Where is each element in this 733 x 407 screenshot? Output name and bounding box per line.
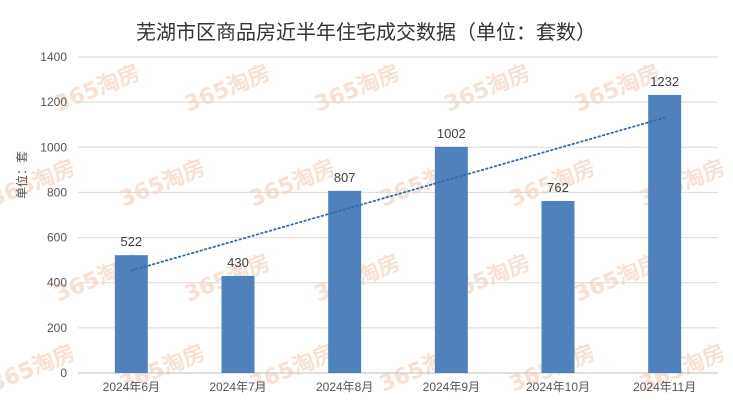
bar [648,94,682,374]
watermark-text: 365淘房 [0,155,79,213]
watermark-text: 365淘房 [116,155,209,213]
x-tick-label: 2024年8月 [316,380,373,394]
x-tick-label: 2024年9月 [423,380,480,394]
y-tick-label: 1200 [40,95,67,109]
x-tick-label: 2024年10月 [526,380,590,394]
y-axis-ticks: 0 200 400 600 800 1000 1200 1400 [40,50,67,380]
watermark-text: 365淘房 [246,155,339,213]
x-tick-label: 2024年11月 [633,380,696,394]
bar [434,146,468,373]
y-axis-label: 单位：套 [14,151,29,199]
bar [541,201,575,373]
bar [221,275,255,373]
data-label: 1002 [437,126,466,141]
bar [328,190,362,373]
y-tick-label: 200 [47,321,67,335]
x-tick-label: 2024年6月 [103,380,160,394]
gridlines [78,56,718,374]
watermark-text: 365淘房 [311,60,404,118]
data-label: 807 [334,170,356,185]
bar [114,255,148,373]
data-label: 430 [227,255,249,270]
x-tick-label: 2024年7月 [209,380,266,394]
watermark-text: 365淘房 [0,340,79,398]
bars [114,94,682,374]
watermark-text: 365淘房 [181,60,274,118]
watermark-text: 365淘房 [441,60,534,118]
data-label: 1232 [650,74,679,89]
y-tick-label: 1400 [40,50,67,64]
y-tick-label: 600 [47,231,67,245]
x-axis-ticks: 2024年6月 2024年7月 2024年8月 2024年9月 2024年10月 2024… [103,380,697,394]
y-tick-label: 0 [60,366,67,380]
y-tick-label: 400 [47,276,67,290]
y-tick-label: 800 [47,185,67,199]
trendline-path [130,116,666,272]
trendline [130,116,666,272]
data-labels: 522 430 807 1002 762 1232 [120,74,679,270]
y-tick-label: 1000 [40,140,67,154]
chart-title: 芜湖市区商品房近半年住宅成交数据（单位：套数） [136,20,596,44]
data-label: 762 [547,180,569,195]
data-label: 522 [120,234,142,249]
